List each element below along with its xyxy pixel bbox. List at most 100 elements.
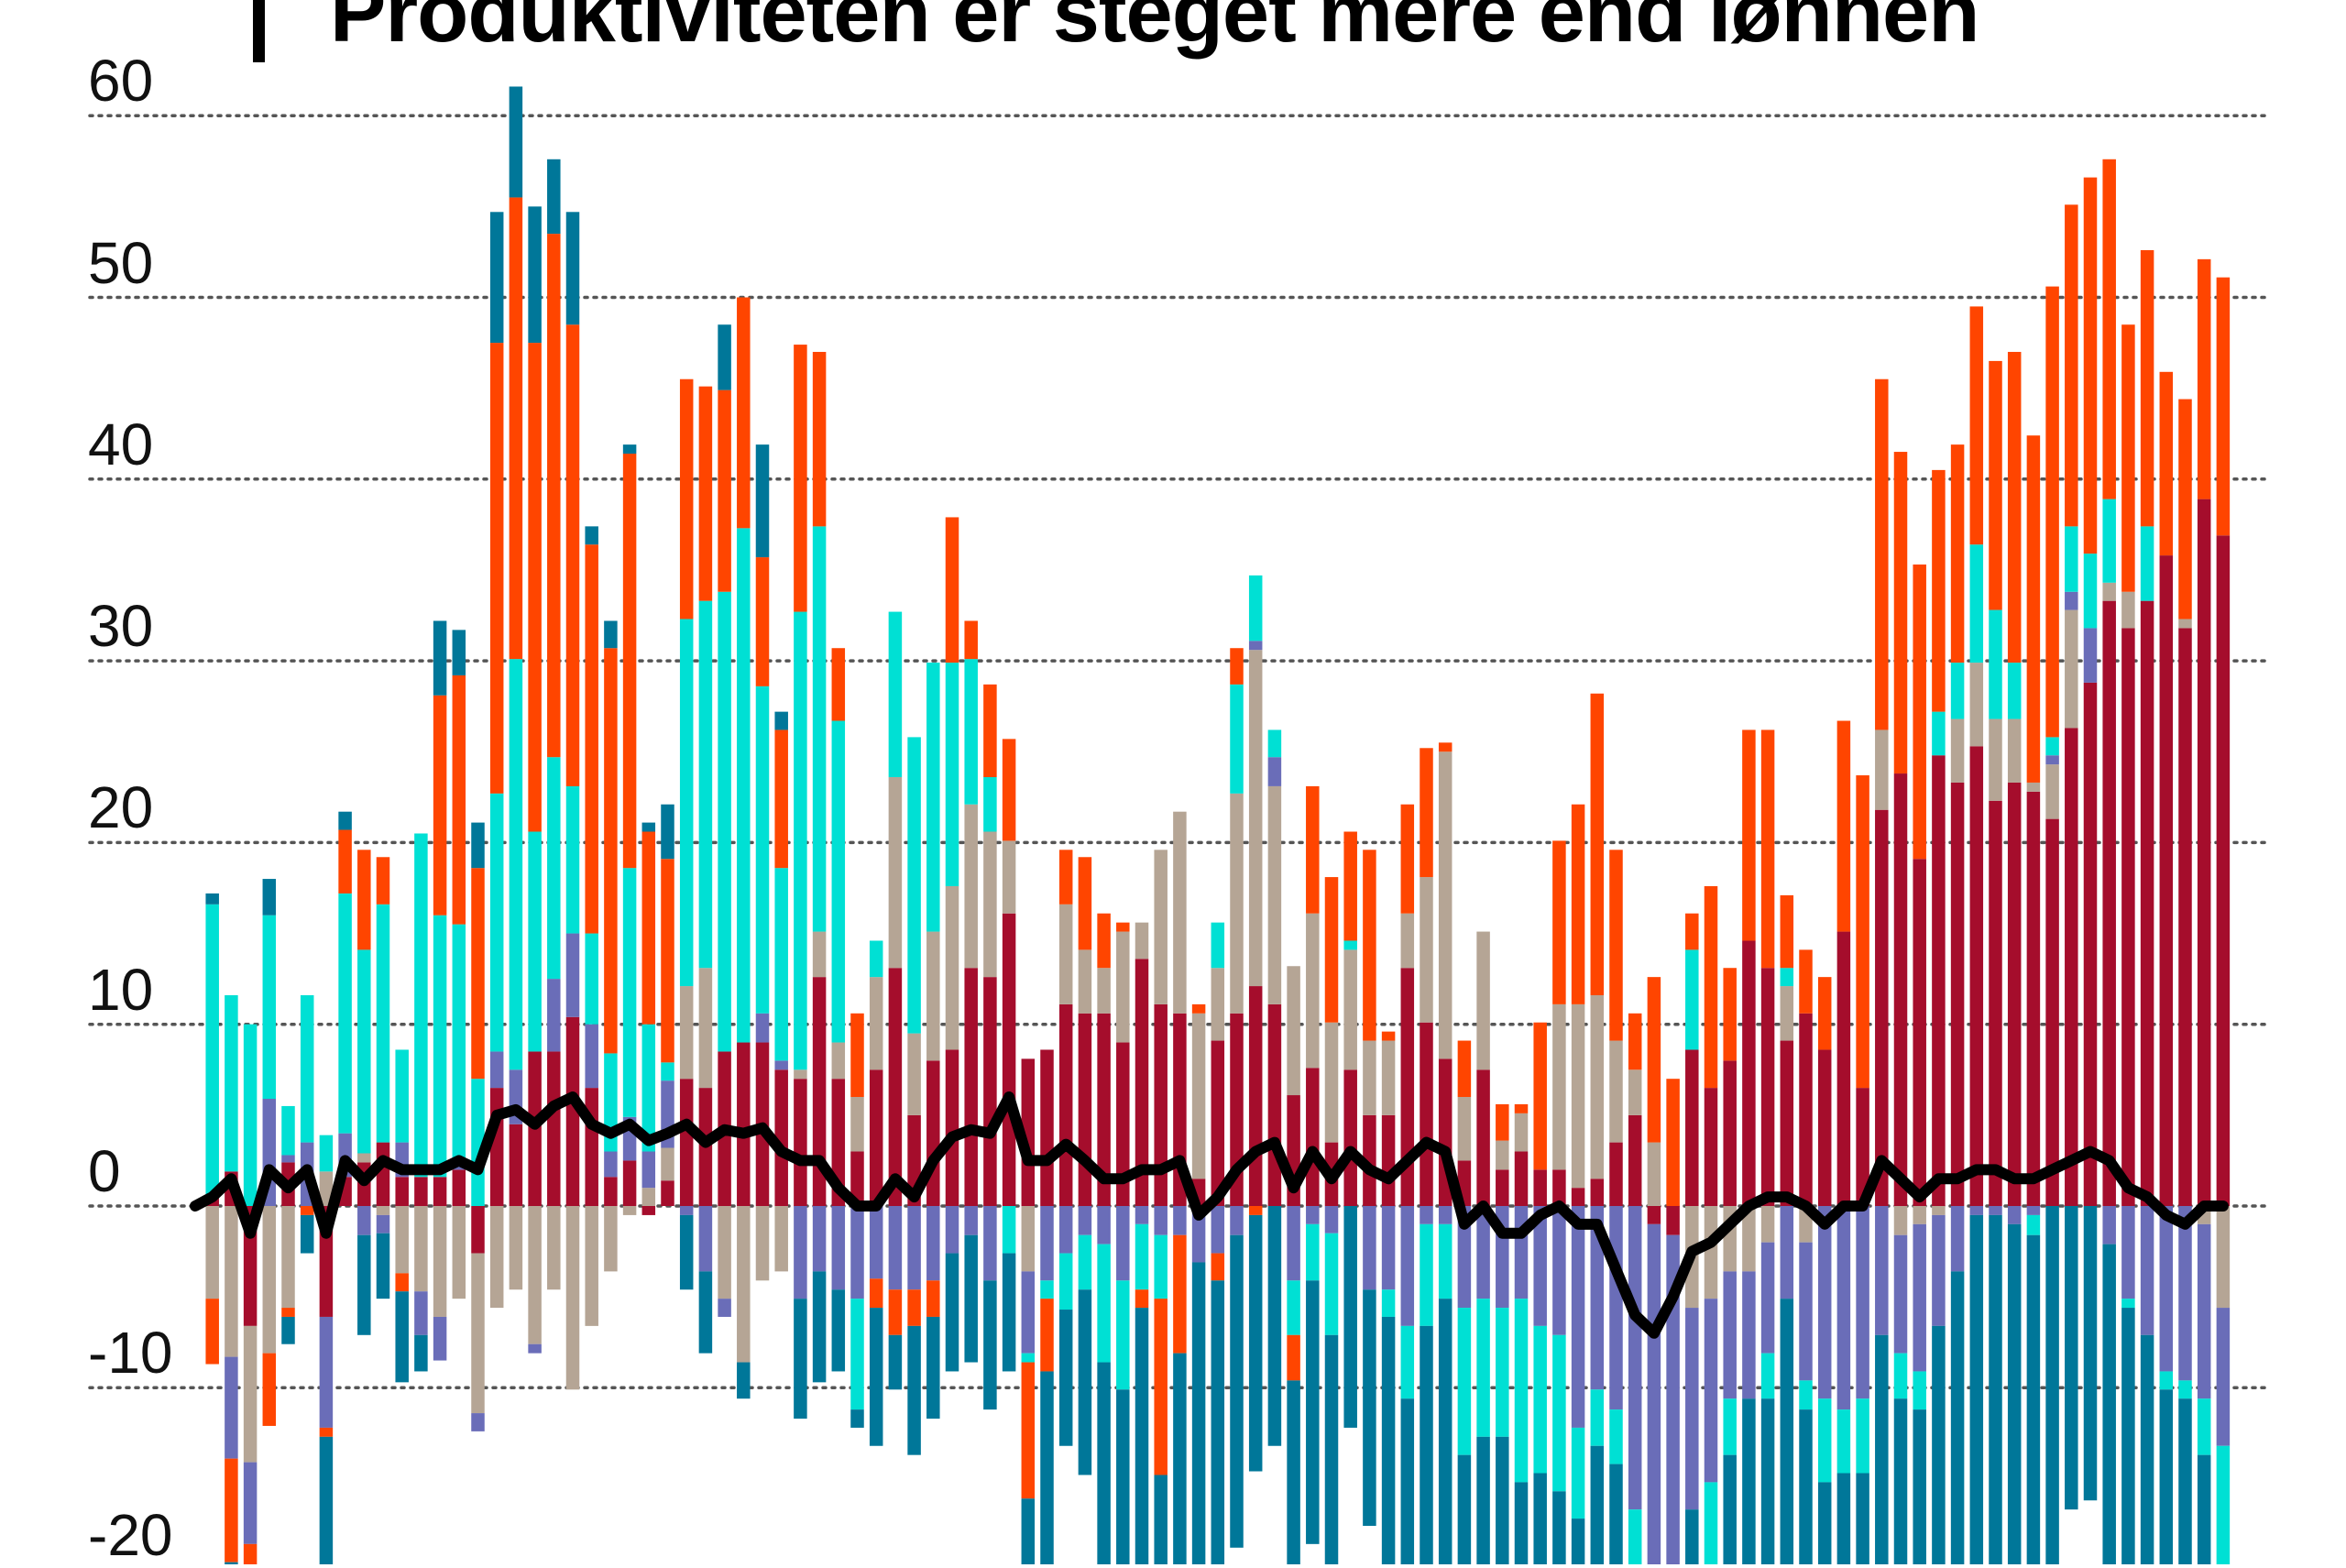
bar-segment-red xyxy=(2159,555,2174,1206)
bar-segment-purple xyxy=(1628,1206,1642,1510)
bar-segment-tan xyxy=(1913,1206,1926,1224)
bar-stack xyxy=(471,822,485,1431)
bar-segment-purple xyxy=(1211,1206,1225,1254)
bar-segment-orange xyxy=(2197,258,2211,499)
bar-stack xyxy=(1723,968,1737,1564)
bar-stack xyxy=(869,940,883,1446)
bar-segment-cyan xyxy=(1533,1325,1547,1474)
bar-segment-cyan xyxy=(1248,575,1263,641)
bar-segment-teal xyxy=(1989,1214,2002,1564)
bar-segment-teal xyxy=(888,1334,903,1390)
bar-stack xyxy=(755,444,770,1281)
bar-stack xyxy=(850,1013,864,1428)
bar-segment-purple xyxy=(641,1151,656,1189)
bar-segment-tan xyxy=(452,1206,466,1299)
bar-segment-orange xyxy=(528,343,542,832)
bar-segment-purple xyxy=(585,1024,598,1089)
bar-segment-purple xyxy=(983,1206,997,1281)
bar-segment-orange xyxy=(547,234,561,758)
bar-segment-red xyxy=(1381,1114,1396,1206)
bar-segment-red xyxy=(1704,1088,1718,1206)
bar-segment-red xyxy=(1685,1049,1699,1206)
bar-segment-tan xyxy=(509,1206,523,1290)
bar-segment-purple xyxy=(774,1060,788,1070)
bar-segment-red xyxy=(2197,499,2211,1206)
bar-segment-purple xyxy=(1438,1206,1453,1224)
bar-segment-cyan xyxy=(1343,940,1357,950)
bar-stack xyxy=(395,1049,409,1383)
bar-segment-teal xyxy=(1078,1289,1092,1475)
bar-segment-tan xyxy=(1496,1140,1509,1170)
bar-segment-purple xyxy=(2026,1206,2041,1215)
y-tick-label: -20 xyxy=(88,1501,173,1568)
bars xyxy=(205,86,2231,1564)
bar-segment-tan xyxy=(1211,968,1225,1041)
bar-segment-cyan xyxy=(1932,711,1946,756)
bar-stack xyxy=(1476,931,1490,1564)
bar-segment-purple xyxy=(1476,1206,1490,1299)
bar-segment-orange xyxy=(1723,968,1737,1061)
bar-segment-red xyxy=(1989,800,2002,1206)
bar-stack xyxy=(1400,804,1415,1564)
bar-segment-teal xyxy=(2083,1206,2098,1501)
bar-segment-orange xyxy=(395,1273,409,1292)
bar-stack xyxy=(1609,850,1623,1564)
bar-segment-teal xyxy=(812,1271,827,1383)
bar-segment-red xyxy=(1476,1069,1490,1206)
bar-segment-tan xyxy=(698,968,713,1089)
bar-segment-cyan xyxy=(679,619,694,987)
bar-segment-tan xyxy=(1457,1097,1472,1161)
bar-segment-cyan xyxy=(547,757,561,980)
bar-segment-teal xyxy=(1400,1398,1415,1564)
bar-segment-tan xyxy=(1969,663,1984,747)
bar-stack xyxy=(281,1105,295,1344)
bar-segment-teal xyxy=(1324,1334,1339,1564)
bar-segment-purple xyxy=(718,1299,731,1317)
bar-segment-teal xyxy=(641,822,656,832)
bar-segment-cyan xyxy=(1723,1398,1737,1455)
bar-segment-cyan xyxy=(718,591,731,1052)
bar-segment-tan xyxy=(2216,1206,2231,1309)
bar-segment-tan xyxy=(1590,994,1605,1179)
bar-segment-red xyxy=(641,1206,656,1215)
bar-segment-red xyxy=(1267,1003,1282,1206)
bar-stack xyxy=(1666,1079,1680,1564)
bar-segment-red xyxy=(1628,1114,1642,1206)
bar-segment-tan xyxy=(2178,619,2192,629)
bar-segment-red xyxy=(1799,1013,1813,1206)
bar-stack xyxy=(2140,249,2154,1564)
bar-segment-orange xyxy=(281,1308,295,1317)
bar-segment-cyan xyxy=(1306,1223,1320,1281)
bar-segment-teal xyxy=(1021,1498,1036,1564)
bar-segment-red xyxy=(1154,1003,1168,1206)
bar-segment-teal xyxy=(338,811,352,830)
bar-segment-orange xyxy=(1799,949,1813,1014)
bar-segment-purple xyxy=(869,1206,883,1279)
bar-segment-purple xyxy=(755,1013,770,1043)
bar-segment-teal xyxy=(1438,1299,1453,1564)
bar-stack xyxy=(679,378,694,1290)
bar-segment-tan xyxy=(888,777,903,969)
bar-stack xyxy=(737,297,751,1399)
bar-segment-tan xyxy=(1173,811,1187,1014)
bar-segment-orange xyxy=(1058,850,1073,905)
bar-segment-orange xyxy=(1856,775,1869,1089)
bar-stack xyxy=(774,711,788,1272)
bar-segment-teal xyxy=(1533,1473,1547,1564)
bar-segment-cyan xyxy=(945,663,959,886)
bar-stack xyxy=(262,879,277,1426)
bar-segment-red xyxy=(1723,1060,1737,1206)
bar-segment-purple xyxy=(1021,1271,1036,1354)
bar-segment-orange xyxy=(1116,922,1130,932)
bar-stack xyxy=(509,86,523,1290)
y-tick-label: 10 xyxy=(88,956,154,1023)
bar-segment-tan xyxy=(2007,718,2022,783)
bar-segment-red xyxy=(1306,1068,1320,1206)
bar-segment-cyan xyxy=(1969,544,1984,663)
bar-segment-teal xyxy=(376,1233,390,1299)
bar-segment-tan xyxy=(1324,1022,1339,1143)
bar-segment-orange xyxy=(1211,1253,1225,1281)
bar-segment-purple xyxy=(888,1206,903,1290)
bar-segment-purple xyxy=(604,1151,618,1178)
bar-segment-red xyxy=(964,968,978,1206)
